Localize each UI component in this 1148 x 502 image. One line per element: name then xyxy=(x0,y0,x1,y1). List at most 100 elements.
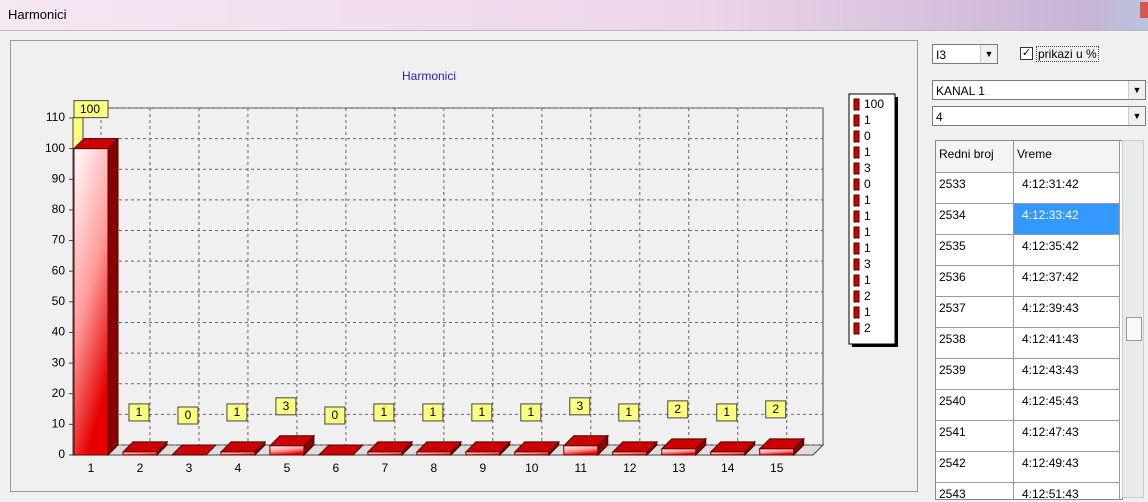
legend-swatch xyxy=(853,290,860,303)
legend-swatch xyxy=(853,306,860,319)
header-cell: Redni broj xyxy=(936,141,1014,173)
bar xyxy=(121,440,169,457)
data-label-box xyxy=(765,400,787,419)
legend-swatch xyxy=(853,226,860,239)
channel-select[interactable]: KANAL 1 ▼ xyxy=(932,80,1146,100)
legend-swatch xyxy=(853,114,860,127)
data-label: 1 xyxy=(625,405,632,419)
data-label: 1 xyxy=(527,405,534,419)
back-wall xyxy=(82,107,824,446)
cell[interactable]: 2543 xyxy=(936,483,1014,499)
data-label-box xyxy=(177,406,199,425)
data-label: 3 xyxy=(283,399,290,413)
cell[interactable]: 4:12:39:43 xyxy=(1014,297,1120,328)
x-tick-label: 4 xyxy=(235,461,242,475)
data-label: 1 xyxy=(381,405,388,419)
cell[interactable]: 2533 xyxy=(936,173,1014,204)
bar-front xyxy=(612,451,648,456)
y-tick-label: 110 xyxy=(46,110,65,124)
legend-label: 100 xyxy=(864,97,884,111)
x-tick-label: 12 xyxy=(623,461,637,475)
data-label-box xyxy=(471,403,493,422)
data-label-box xyxy=(73,100,109,119)
cell[interactable]: 2541 xyxy=(936,421,1014,452)
legend-swatch xyxy=(853,178,860,191)
chart: Harmonici 010203040506070809010011011002… xyxy=(45,69,898,475)
cell[interactable]: 2539 xyxy=(936,359,1014,390)
bar xyxy=(464,440,512,457)
data-label: 2 xyxy=(772,402,779,416)
bar xyxy=(513,440,561,457)
x-tick-label: 11 xyxy=(575,461,588,475)
data-label-box xyxy=(716,403,738,422)
header-cell: Vreme xyxy=(1014,141,1120,173)
legend-label: 1 xyxy=(864,225,871,239)
bar xyxy=(758,437,805,457)
cell[interactable]: 4:12:47:43 xyxy=(1014,421,1120,452)
x-tick-label: 9 xyxy=(479,461,486,475)
bar-front xyxy=(220,451,256,456)
cell[interactable]: 4:12:45:43 xyxy=(1014,390,1120,421)
data-label: 3 xyxy=(576,399,583,413)
legend-swatch xyxy=(853,258,860,271)
cell[interactable]: 2542 xyxy=(936,452,1014,483)
table: Redni broj Vreme 2533 4:12:31:42 2534 4:12:33… xyxy=(935,140,1123,500)
cell[interactable]: 2535 xyxy=(936,235,1014,266)
cell[interactable]: 2534 xyxy=(936,204,1014,235)
cell[interactable]: 2540 xyxy=(936,390,1014,421)
bar xyxy=(562,434,610,457)
data-label: 1 xyxy=(136,405,143,419)
y-tick-label: 50 xyxy=(52,294,66,308)
data-label: 1 xyxy=(723,405,730,419)
cell[interactable]: 4:12:51:43 xyxy=(1014,483,1120,499)
legend-swatch xyxy=(853,98,860,111)
close-button[interactable] xyxy=(1140,2,1148,18)
bar-front xyxy=(759,448,795,456)
cell[interactable]: 4:12:37:42 xyxy=(1014,266,1120,297)
cell[interactable]: 4:12:31:42 xyxy=(1014,173,1120,204)
x-tick-label: 2 xyxy=(137,461,144,475)
legend-swatch xyxy=(853,194,860,207)
x-tick-label: 13 xyxy=(672,461,686,475)
legend-swatch xyxy=(853,130,860,143)
side-panel: I3 ▼ ✓ prikazi u % KANAL 1 ▼ 4 ▼ Redni broj V… xyxy=(928,40,1146,500)
cell[interactable]: 4:12:41:43 xyxy=(1014,328,1120,359)
window-title: Harmonici xyxy=(8,7,67,22)
chart-panel: Harmonici 0 10 20 30 40 50 60 70 80 90 100 110 1 100 2… xyxy=(10,40,918,492)
legend-label: 1 xyxy=(864,145,871,159)
cell[interactable]: 4:12:49:43 xyxy=(1014,452,1120,483)
cell[interactable]: 2538 xyxy=(936,328,1014,359)
y-tick-label: 90 xyxy=(52,171,66,185)
cell[interactable]: 4:12:43:43 xyxy=(1014,359,1120,390)
data-label: 1 xyxy=(430,405,437,419)
y-tick-label: 0 xyxy=(58,447,65,461)
data-label: 1 xyxy=(478,405,485,419)
bar-front xyxy=(563,445,599,456)
legend-label: 2 xyxy=(864,289,871,303)
cell[interactable]: 4:12:33:42 xyxy=(1014,204,1120,235)
number-select[interactable]: 4 ▼ xyxy=(932,106,1146,126)
bar xyxy=(366,440,414,457)
scrollbar[interactable] xyxy=(1122,140,1144,498)
data-label-box xyxy=(275,397,297,416)
bar xyxy=(72,137,120,457)
cell[interactable]: 4:12:35:42 xyxy=(1014,235,1120,266)
y-tick-label: 80 xyxy=(52,202,66,216)
legend-swatch xyxy=(853,322,860,335)
legend-swatch xyxy=(853,162,860,175)
number-value: 4 xyxy=(936,110,943,124)
data-label: 100 xyxy=(80,102,100,116)
cell[interactable]: 2536 xyxy=(936,266,1014,297)
scroll-thumb[interactable] xyxy=(1126,317,1142,341)
y-tick-label: 30 xyxy=(52,355,66,369)
y-tick-label: 20 xyxy=(52,386,66,400)
cell[interactable]: 2537 xyxy=(936,297,1014,328)
y-tick-label: 10 xyxy=(52,417,66,431)
x-tick-label: 6 xyxy=(333,461,340,475)
bar-front xyxy=(661,448,697,456)
bar-front xyxy=(122,451,158,456)
signal-select[interactable]: I3 ▼ xyxy=(932,44,998,64)
data-label: 0 xyxy=(332,408,339,422)
legend-label: 1 xyxy=(864,209,871,223)
